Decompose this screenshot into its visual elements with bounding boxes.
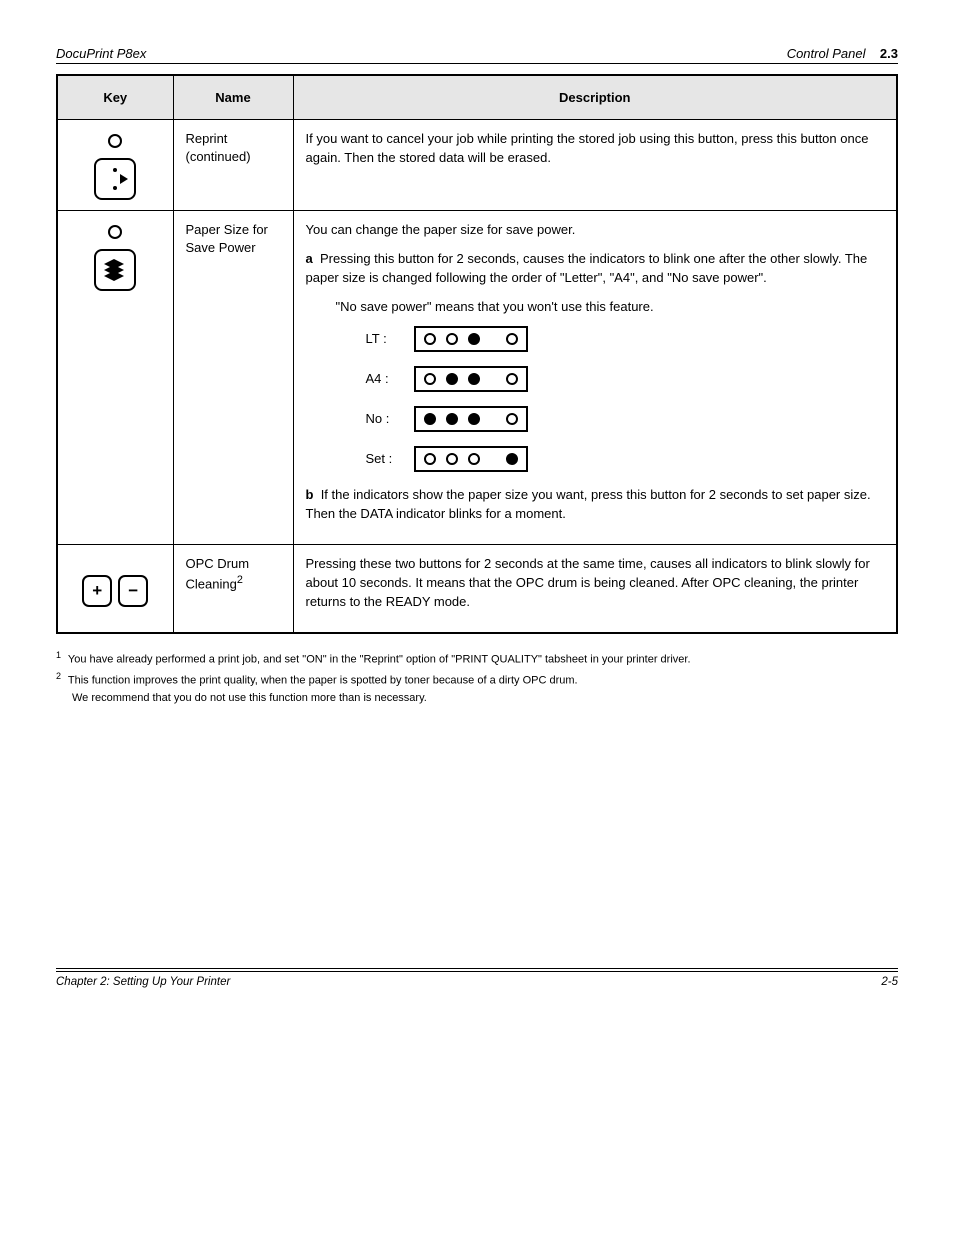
dot-row-lt: LT : bbox=[366, 326, 885, 352]
footer-rule bbox=[56, 968, 898, 972]
reprint-key-icon bbox=[94, 158, 136, 200]
dot-box bbox=[414, 326, 528, 352]
name-cell-papersave: Paper Size for Save Power bbox=[173, 211, 293, 545]
header-doc-title: DocuPrint P8ex bbox=[56, 46, 146, 61]
table-row: Paper Size for Save Power You can change… bbox=[57, 211, 897, 545]
key-cell-papersave bbox=[57, 211, 173, 545]
footnote-2: 2 This function improves the print quali… bbox=[56, 669, 898, 690]
page-header: DocuPrint P8ex Control Panel 2.3 bbox=[56, 46, 898, 64]
key-cell-reprint bbox=[57, 120, 173, 211]
dot-pattern-group: LT : A4 : bbox=[306, 326, 885, 472]
led-indicator-icon bbox=[108, 134, 122, 148]
header-section: Control Panel 2.3 bbox=[787, 46, 898, 61]
desc-intro: You can change the paper size for save p… bbox=[306, 221, 885, 240]
footnote-ref: 2 bbox=[237, 574, 243, 586]
dot-box bbox=[414, 446, 528, 472]
plus-minus-key-icon: + − bbox=[70, 575, 161, 607]
row-name: Paper Size for Save Power bbox=[186, 222, 268, 255]
minus-button-icon: − bbox=[118, 575, 148, 607]
footer-page-number: 2-5 bbox=[881, 976, 898, 988]
table-row: Reprint(continued) If you want to cancel… bbox=[57, 120, 897, 211]
name-cell-opc: OPC Drum Cleaning2 bbox=[173, 545, 293, 633]
desc-step-b: b If the indicators show the paper size … bbox=[306, 486, 885, 524]
desc-text: Pressing these two buttons for 2 seconds… bbox=[306, 555, 885, 612]
dot-box bbox=[414, 366, 528, 392]
col-header-description: Description bbox=[293, 75, 897, 120]
col-header-name: Name bbox=[173, 75, 293, 120]
plus-button-icon: + bbox=[82, 575, 112, 607]
dot-box bbox=[414, 406, 528, 432]
desc-cell-reprint: If you want to cancel your job while pri… bbox=[293, 120, 897, 211]
row-name: Reprint(continued) bbox=[186, 131, 251, 164]
footnote-note: We recommend that you do not use this fu… bbox=[56, 690, 898, 708]
footnote-1: 1 You have already performed a print job… bbox=[56, 648, 898, 669]
dot-row-set: Set : bbox=[366, 446, 885, 472]
led-indicator-icon bbox=[108, 225, 122, 239]
table-row: + − OPC Drum Cleaning2 Pressing these tw… bbox=[57, 545, 897, 633]
footer-chapter: Chapter 2: Setting Up Your Printer bbox=[56, 976, 230, 988]
footnotes: 1 You have already performed a print job… bbox=[56, 648, 898, 708]
dot-row-no: No : bbox=[366, 406, 885, 432]
name-cell-reprint: Reprint(continued) bbox=[173, 120, 293, 211]
dot-row-a4: A4 : bbox=[366, 366, 885, 392]
controls-table: Key Name Description bbox=[56, 74, 898, 634]
papersave-key-icon bbox=[94, 249, 136, 291]
desc-text: If you want to cancel your job while pri… bbox=[306, 130, 885, 168]
desc-step-a: a Pressing this button for 2 seconds, ca… bbox=[306, 250, 885, 288]
key-cell-opc: + − bbox=[57, 545, 173, 633]
table-header-row: Key Name Description bbox=[57, 75, 897, 120]
desc-cell-opc: Pressing these two buttons for 2 seconds… bbox=[293, 545, 897, 633]
page-footer: Chapter 2: Setting Up Your Printer 2-5 bbox=[56, 968, 898, 988]
col-header-key: Key bbox=[57, 75, 173, 120]
desc-step-a-tail: "No save power" means that you won't use… bbox=[306, 298, 885, 317]
desc-cell-papersave: You can change the paper size for save p… bbox=[293, 211, 897, 545]
